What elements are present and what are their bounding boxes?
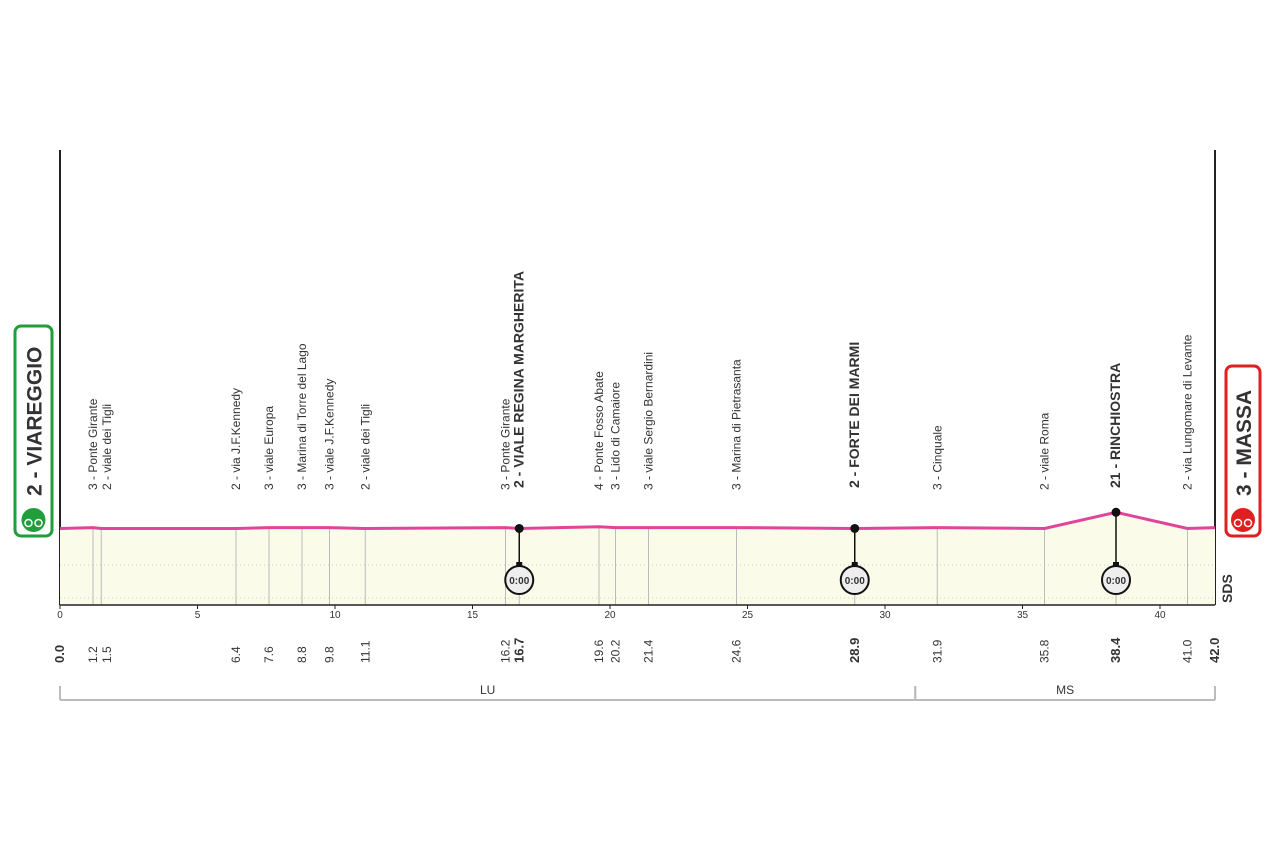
profile-area [60, 512, 1215, 605]
region-label: LU [480, 683, 495, 697]
region-label: MS [1056, 683, 1074, 697]
x-tick-label: 35 [1017, 610, 1029, 621]
endpoint-label: 2 - VIAREGGIO [24, 347, 47, 496]
x-tick-label: 20 [604, 610, 616, 621]
km-label: 21.4 [642, 639, 656, 663]
bike-wheel [24, 518, 33, 528]
km-label: 20.2 [609, 639, 623, 663]
endpoint-icon [1229, 506, 1257, 534]
profile-line [59, 510, 1216, 530]
x-tick-label: 15 [467, 610, 479, 621]
waypoint-label: 3 - Marina di Pietrasanta [730, 359, 744, 490]
km-label: 42.0 [1207, 638, 1222, 663]
waypoint-label: 2 - via J.F.Kennedy [229, 388, 243, 490]
waypoint-label: 2 - viale dei Tigli [100, 404, 114, 490]
x-tick-label: 0 [57, 610, 63, 621]
x-tick-label: 30 [879, 610, 891, 621]
time-check-dot [850, 523, 860, 533]
waypoint-label: 3 - Marina di Torre del Lago [295, 343, 309, 490]
km-label: 6.4 [229, 646, 243, 663]
km-label: 1.5 [100, 646, 114, 663]
endpoint-label: 3 - MASSA [1233, 390, 1256, 496]
x-tick-label: 5 [195, 610, 201, 621]
waypoint-label: 2 - viale dei Tigli [358, 404, 372, 490]
waypoint-label: 3 - viale J.F.Kennedy [323, 379, 337, 490]
waypoint-label: 3 - Lido di Camaiore [609, 382, 623, 490]
km-label: 1.2 [86, 646, 100, 663]
waypoint-label: 21 - RINCHIOSTRA [1107, 363, 1123, 488]
km-label: 41.0 [1181, 639, 1195, 663]
time-check-dot [514, 523, 524, 533]
x-tick-label: 40 [1154, 610, 1166, 621]
waypoint-label: 3 - viale Europa [262, 406, 276, 490]
waypoint-label: 2 - viale Roma [1038, 412, 1052, 490]
km-label: 0.0 [52, 645, 67, 663]
km-label: 16.2 [499, 639, 513, 663]
km-label: 19.6 [592, 639, 606, 663]
km-label: 38.4 [1108, 637, 1123, 663]
km-label: 7.6 [262, 646, 276, 663]
km-label: 24.6 [730, 639, 744, 663]
waypoint-label: 3 - Ponte Girante [499, 398, 513, 490]
time-check-label: 0:00 [509, 576, 529, 587]
waypoint-label: 3 - Cinquale [930, 425, 944, 490]
stopwatch-crown [1113, 562, 1119, 566]
time-check-dot [1111, 507, 1121, 517]
x-tick-label: 10 [329, 610, 341, 621]
time-check-label: 0:00 [845, 576, 865, 587]
bike-wheel [1243, 518, 1253, 528]
waypoint-label: 2 - FORTE DEI MARMI [846, 342, 862, 488]
waypoint-label: 2 - VIALE REGINA MARGHERITA [511, 271, 527, 488]
km-label: 11.1 [358, 640, 372, 663]
bike-wheel [34, 518, 43, 528]
waypoint-label: 4 - Ponte Fosso Abate [592, 371, 606, 490]
waypoint-label: 3 - Ponte Girante [86, 398, 100, 490]
x-tick-label: 25 [742, 610, 754, 621]
km-label: 8.8 [295, 646, 309, 663]
waypoint-label: 2 - via Lungomare di Levante [1181, 334, 1195, 490]
km-label: 16.7 [512, 638, 527, 663]
endpoint-box [13, 324, 54, 538]
logo: SDS [1219, 574, 1235, 603]
time-check-label: 0:00 [1106, 576, 1126, 587]
endpoint-icon [19, 506, 48, 534]
km-label: 9.8 [323, 646, 337, 663]
stopwatch-crown [516, 562, 523, 566]
km-label: 28.9 [847, 638, 862, 663]
km-label: 35.8 [1038, 639, 1052, 663]
bike-wheel [1233, 518, 1243, 528]
stopwatch-crown [851, 562, 858, 566]
km-label: 31.9 [930, 639, 944, 663]
endpoint-box [1224, 364, 1262, 538]
waypoint-label: 3 - viale Sergio Bernardini [642, 352, 656, 490]
